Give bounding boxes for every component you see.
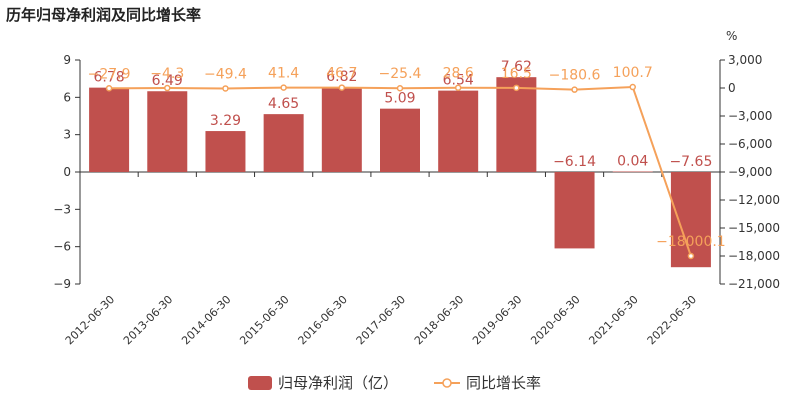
line-point [164, 84, 171, 92]
right-axis-tick-label: 3,000 [728, 53, 762, 67]
bar-data-label: 5.09 [384, 91, 415, 107]
line-layer [105, 83, 695, 260]
legend-line-label: 同比增长率 [466, 374, 541, 392]
line-data-label: 28.6 [443, 66, 474, 82]
line-point [513, 84, 520, 92]
right-axis-tick-label: −6,000 [728, 137, 772, 151]
line-data-label: −18000.1 [656, 234, 726, 250]
bar [438, 90, 479, 172]
bar [147, 91, 188, 172]
line-point [338, 84, 346, 91]
line-point [687, 252, 695, 260]
x-axis-tick-label: 2019-06-30 [470, 293, 524, 347]
left-axis-tick-label: 6 [63, 90, 71, 104]
line-point [105, 85, 113, 92]
line-data-label: 100.7 [613, 65, 653, 81]
legend-line-marker [442, 378, 452, 388]
right-axis-tick-label: 0 [728, 81, 736, 95]
line-data-label: 41.4 [268, 66, 299, 82]
x-axis-tick-label: 2021-06-30 [586, 293, 640, 347]
x-axis-tick-label: 2012-06-30 [63, 293, 117, 347]
line-data-label: −27.9 [88, 66, 131, 82]
left-axis-tick-label: −9 [53, 277, 71, 291]
right-axis-tick-label: −9,000 [728, 165, 772, 179]
line-data-label: 46.7 [326, 66, 357, 82]
x-axis-tick-label: 2013-06-30 [121, 293, 175, 347]
bar-data-label: −6.14 [553, 154, 596, 170]
right-axis-tick-label: −21,000 [728, 277, 780, 291]
line-data-label: −4.3 [150, 66, 184, 82]
legend-bar-swatch [248, 376, 272, 390]
bar-data-label: 7.62 [501, 59, 532, 75]
bar-data-label: 4.65 [268, 96, 299, 112]
left-axis-tick-label: 0 [63, 165, 71, 179]
bar [554, 172, 595, 249]
x-axis-tick-label: 2015-06-30 [237, 293, 291, 347]
bar [205, 131, 246, 172]
right-axis-tick-label: −3,000 [728, 109, 772, 123]
left-axis-tick-label: 3 [63, 128, 71, 142]
line-data-label: −180.6 [549, 68, 601, 84]
left-axis-tick-label: −3 [53, 202, 71, 216]
line-data-label: 16.5 [501, 66, 532, 82]
bar-data-label: 3.29 [210, 113, 241, 129]
x-axis-tick-label: 2016-06-30 [296, 293, 350, 347]
legend: 归母净利润（亿） 同比增长率 [248, 374, 541, 392]
bar-data-label: 6.54 [443, 73, 474, 89]
line-point [396, 84, 404, 92]
legend-bar-label: 归母净利润（亿） [278, 374, 398, 392]
bar [263, 114, 304, 172]
left-axis-tick-label: 9 [63, 53, 71, 67]
bar-data-label: −7.65 [669, 154, 712, 170]
left-axis-tick-label: −6 [53, 240, 71, 254]
line-point [571, 86, 578, 93]
bars-layer [89, 77, 711, 268]
line-data-label: −49.4 [204, 66, 247, 82]
line-data-label: −25.4 [379, 66, 422, 82]
x-axis-tick-label: 2022-06-30 [645, 293, 699, 347]
line-point [280, 84, 287, 91]
x-axis-tick-label: 2020-06-30 [528, 293, 582, 347]
bar [496, 77, 537, 172]
line-point [629, 83, 636, 91]
x-axis-tick-label: 2018-06-30 [412, 293, 466, 347]
bar-data-label: 6.82 [326, 69, 357, 85]
bar-data-label: 6.49 [152, 73, 183, 89]
bar-data-label: 6.78 [94, 70, 125, 86]
labels-layer: 6.78 6.49 3.29 4.65 6.82 5.09 6.54 7.62 −6.14 0.0… [88, 59, 726, 250]
right-axis-unit: % [726, 29, 737, 43]
right-axis-tick-label: −18,000 [728, 249, 780, 263]
right-axis-tick-label: −15,000 [728, 221, 780, 235]
bar [89, 87, 130, 172]
chart-title: 历年归母净利润及同比增长率 [6, 6, 202, 24]
x-axis-tick-label: 2017-06-30 [354, 293, 408, 347]
right-axis-tick-label: −12,000 [728, 193, 780, 207]
line-point [454, 84, 462, 91]
bar [612, 171, 653, 173]
bar [380, 108, 420, 172]
x-axis-tick-label: 2014-06-30 [179, 293, 233, 347]
line-point [222, 85, 229, 92]
bar-data-label: 0.04 [617, 154, 648, 170]
bar [321, 87, 362, 172]
